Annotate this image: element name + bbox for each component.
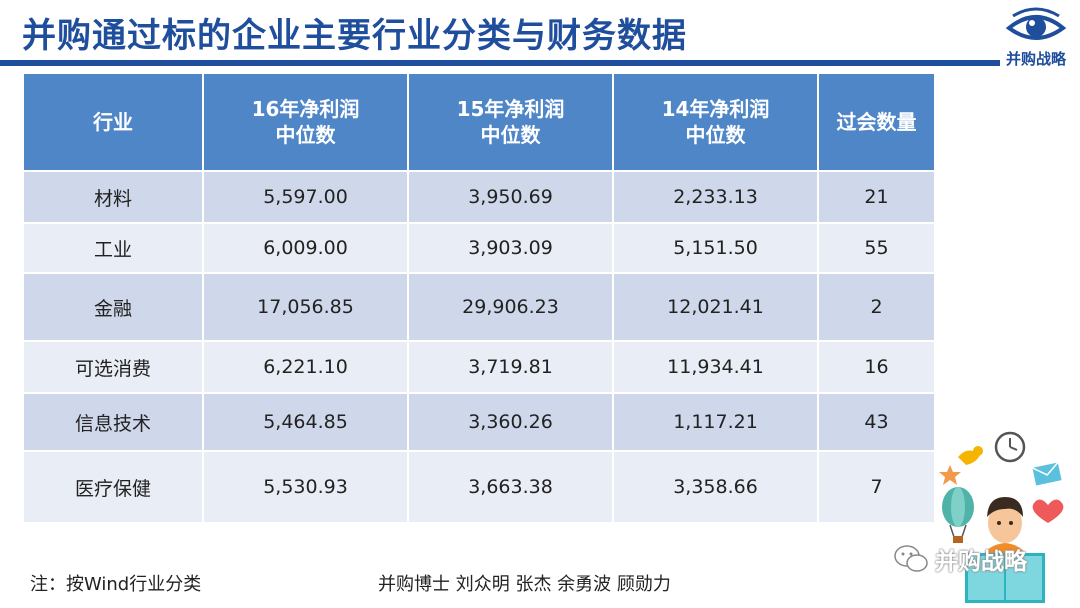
brand-logo: 并购战略: [996, 6, 1076, 72]
balloon-icon: [942, 487, 974, 543]
title-underline: [0, 60, 1000, 66]
cell-profit-2015: 3,663.38: [407, 450, 614, 524]
cell-industry: 医疗保健: [22, 450, 204, 524]
cell-profit-2016: 5,530.93: [202, 450, 409, 524]
header-profit-2014: 14年净利润 中位数: [612, 72, 819, 172]
eye-icon: [1005, 7, 1067, 40]
cell-profit-2016: 6,221.10: [202, 340, 409, 394]
cell-profit-2015: 3,360.26: [407, 392, 614, 452]
header-profit-2015: 15年净利润 中位数: [407, 72, 614, 172]
table-row: 信息技术 5,464.85 3,360.26 1,117.21 43: [22, 392, 936, 452]
cell-profit-2014: 12,021.41: [612, 272, 819, 342]
bird-icon: [958, 446, 983, 465]
wechat-watermark: 并购战略: [893, 542, 1027, 576]
cell-profit-2016: 6,009.00: [202, 222, 409, 274]
cell-profit-2014: 5,151.50: [612, 222, 819, 274]
cell-profit-2015: 3,719.81: [407, 340, 614, 394]
cell-approval-count: 16: [817, 340, 936, 394]
cell-profit-2015: 29,906.23: [407, 272, 614, 342]
cell-approval-count: 7: [817, 450, 936, 524]
cell-profit-2015: 3,903.09: [407, 222, 614, 274]
cell-profit-2016: 5,464.85: [202, 392, 409, 452]
cell-profit-2014: 3,358.66: [612, 450, 819, 524]
cell-profit-2014: 2,233.13: [612, 170, 819, 224]
watermark-text: 并购战略: [935, 549, 1027, 575]
cell-profit-2014: 11,934.41: [612, 340, 819, 394]
envelope-icon: [1032, 462, 1062, 486]
cell-approval-count: 21: [817, 170, 936, 224]
cell-approval-count: 2: [817, 272, 936, 342]
cell-approval-count: 43: [817, 392, 936, 452]
header-profit-2016: 16年净利润 中位数: [202, 72, 409, 172]
page-title: 并购通过标的企业主要行业分类与财务数据: [22, 16, 687, 56]
header-approval-count: 过会数量: [817, 72, 936, 172]
table-row: 金融 17,056.85 29,906.23 12,021.41 2: [22, 272, 936, 342]
authors-credit: 并购博士 刘众明 张杰 余勇波 顾勋力: [378, 574, 671, 595]
cell-industry: 工业: [22, 222, 204, 274]
table-row: 可选消费 6,221.10 3,719.81 11,934.41 16: [22, 340, 936, 394]
industry-data-table: 行业 16年净利润 中位数 15年净利润 中位数 14年净利润 中位数 过会数量 材料…: [22, 72, 936, 524]
cell-industry: 材料: [22, 170, 204, 224]
cell-industry: 可选消费: [22, 340, 204, 394]
cell-profit-2016: 17,056.85: [202, 272, 409, 342]
cell-approval-count: 55: [817, 222, 936, 274]
star-icon: [939, 465, 961, 485]
cell-profit-2015: 3,950.69: [407, 170, 614, 224]
table-header-row: 行业 16年净利润 中位数 15年净利润 中位数 14年净利润 中位数 过会数量: [22, 72, 936, 172]
cell-industry: 金融: [22, 272, 204, 342]
table-row: 医疗保健 5,530.93 3,663.38 3,358.66 7: [22, 450, 936, 524]
reader-figure: [965, 497, 1045, 603]
cell-profit-2014: 1,117.21: [612, 392, 819, 452]
heart-icon: [1032, 499, 1064, 523]
header-industry: 行业: [22, 72, 204, 172]
cell-industry: 信息技术: [22, 392, 204, 452]
footnote: 注：按Wind行业分类: [30, 574, 202, 595]
reader-illustration: [939, 431, 1064, 603]
logo-text: 并购战略: [1005, 50, 1066, 68]
table-row: 工业 6,009.00 3,903.09 5,151.50 55: [22, 222, 936, 274]
wechat-icon: [894, 545, 928, 572]
table-row: 材料 5,597.00 3,950.69 2,233.13 21: [22, 170, 936, 224]
cell-profit-2016: 5,597.00: [202, 170, 409, 224]
clock-icon: [994, 431, 1026, 463]
